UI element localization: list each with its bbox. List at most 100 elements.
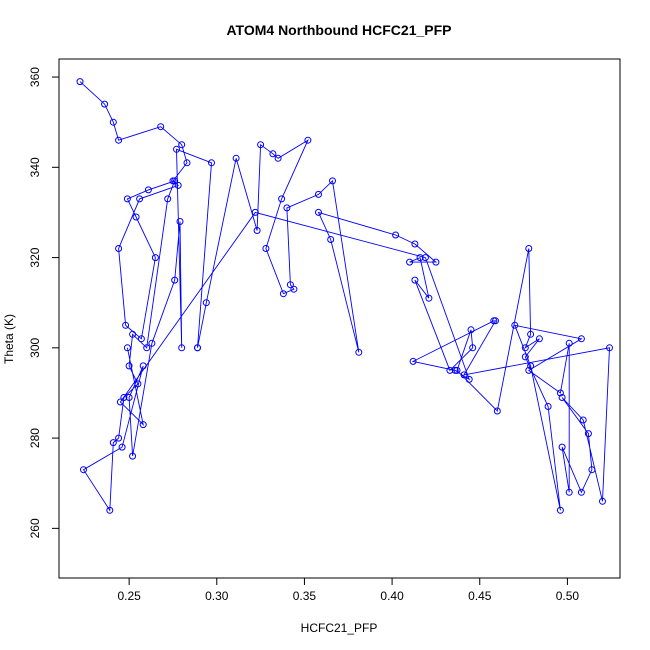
data-point (544, 403, 552, 410)
data-point (406, 258, 414, 266)
data-point (129, 330, 137, 338)
x-tick-label: 0.50 (556, 589, 580, 603)
data-point (171, 177, 179, 185)
x-tick-label: 0.45 (468, 589, 492, 603)
data-point (467, 326, 475, 334)
data-point (511, 321, 519, 329)
data-point (355, 348, 363, 356)
data-point (176, 218, 184, 225)
data-point (451, 366, 459, 374)
data-point (125, 362, 133, 370)
data-point (579, 416, 587, 424)
data-point (409, 357, 417, 365)
data-point (123, 195, 131, 203)
data-point (76, 78, 84, 86)
data-point (115, 434, 123, 442)
y-tick-label: 300 (28, 338, 42, 358)
data-point (278, 195, 286, 203)
data-point (183, 159, 191, 167)
data-point (157, 123, 165, 131)
data-point (106, 506, 114, 514)
x-axis-label: HCFC21_PFP (301, 621, 378, 635)
y-tick-label: 280 (28, 428, 42, 448)
data-point (125, 394, 133, 401)
data-point (577, 335, 585, 343)
series-group (76, 78, 613, 514)
y-tick-label: 340 (28, 157, 42, 177)
x-tick-label: 0.25 (117, 589, 141, 603)
data-point (208, 159, 215, 167)
data-point (132, 213, 140, 221)
data-point (599, 497, 606, 505)
data-point (558, 394, 566, 401)
data-point (274, 154, 282, 162)
data-point (493, 407, 501, 415)
data-point (134, 380, 142, 388)
data-point (171, 276, 179, 284)
data-point (139, 362, 147, 370)
data-point (425, 294, 433, 302)
data-point (446, 366, 454, 374)
data-point (588, 466, 596, 474)
data-point (109, 118, 117, 126)
data-point (136, 195, 144, 203)
data-point (411, 240, 419, 248)
data-point (232, 154, 240, 162)
chart-title: ATOM4 Northbound HCFC21_PFP (226, 22, 451, 38)
data-point (118, 443, 126, 451)
data-point (460, 371, 468, 379)
data-point (465, 375, 473, 383)
data-point (304, 136, 312, 144)
data-point (290, 285, 298, 293)
data-point (521, 353, 529, 361)
data-point (432, 258, 440, 266)
data-point (139, 421, 147, 429)
data-point (101, 100, 109, 108)
data-point (115, 245, 123, 252)
data-point (327, 236, 335, 243)
data-point (279, 290, 287, 298)
data-point (392, 231, 400, 239)
data-point (527, 362, 535, 370)
data-point (262, 245, 270, 252)
x-tick-label: 0.30 (205, 589, 229, 603)
data-point (174, 181, 182, 189)
data-point (80, 466, 87, 474)
data-point (148, 339, 156, 347)
y-tick-label: 360 (28, 67, 42, 87)
data-point (116, 398, 124, 406)
data-point (202, 299, 210, 307)
data-point (565, 339, 573, 347)
data-point (315, 190, 322, 198)
data-point (421, 254, 429, 262)
data-point (315, 208, 322, 216)
data-point (178, 344, 186, 352)
data-point (606, 344, 613, 352)
data-point (122, 321, 130, 329)
data-point (469, 344, 477, 352)
data-point (164, 195, 172, 203)
data-point (577, 488, 585, 496)
data-point (109, 439, 117, 447)
data-point (144, 186, 152, 194)
data-point (527, 330, 535, 338)
data-point (283, 204, 291, 212)
data-point (556, 389, 564, 397)
x-tick-label: 0.35 (293, 589, 317, 603)
data-point (151, 254, 159, 262)
data-point (129, 452, 137, 460)
data-point (143, 344, 151, 352)
data-point (194, 344, 201, 352)
data-point (584, 430, 592, 438)
data-point (490, 317, 498, 325)
data-point (257, 141, 265, 149)
data-point (416, 254, 424, 262)
y-axis: 260 280 300 320 340 360 (28, 67, 60, 538)
data-point (251, 208, 259, 216)
data-point (178, 141, 186, 149)
x-axis: 0.25 0.30 0.35 0.40 0.45 0.50 (117, 577, 580, 603)
data-point (115, 136, 123, 144)
data-point (556, 506, 564, 514)
